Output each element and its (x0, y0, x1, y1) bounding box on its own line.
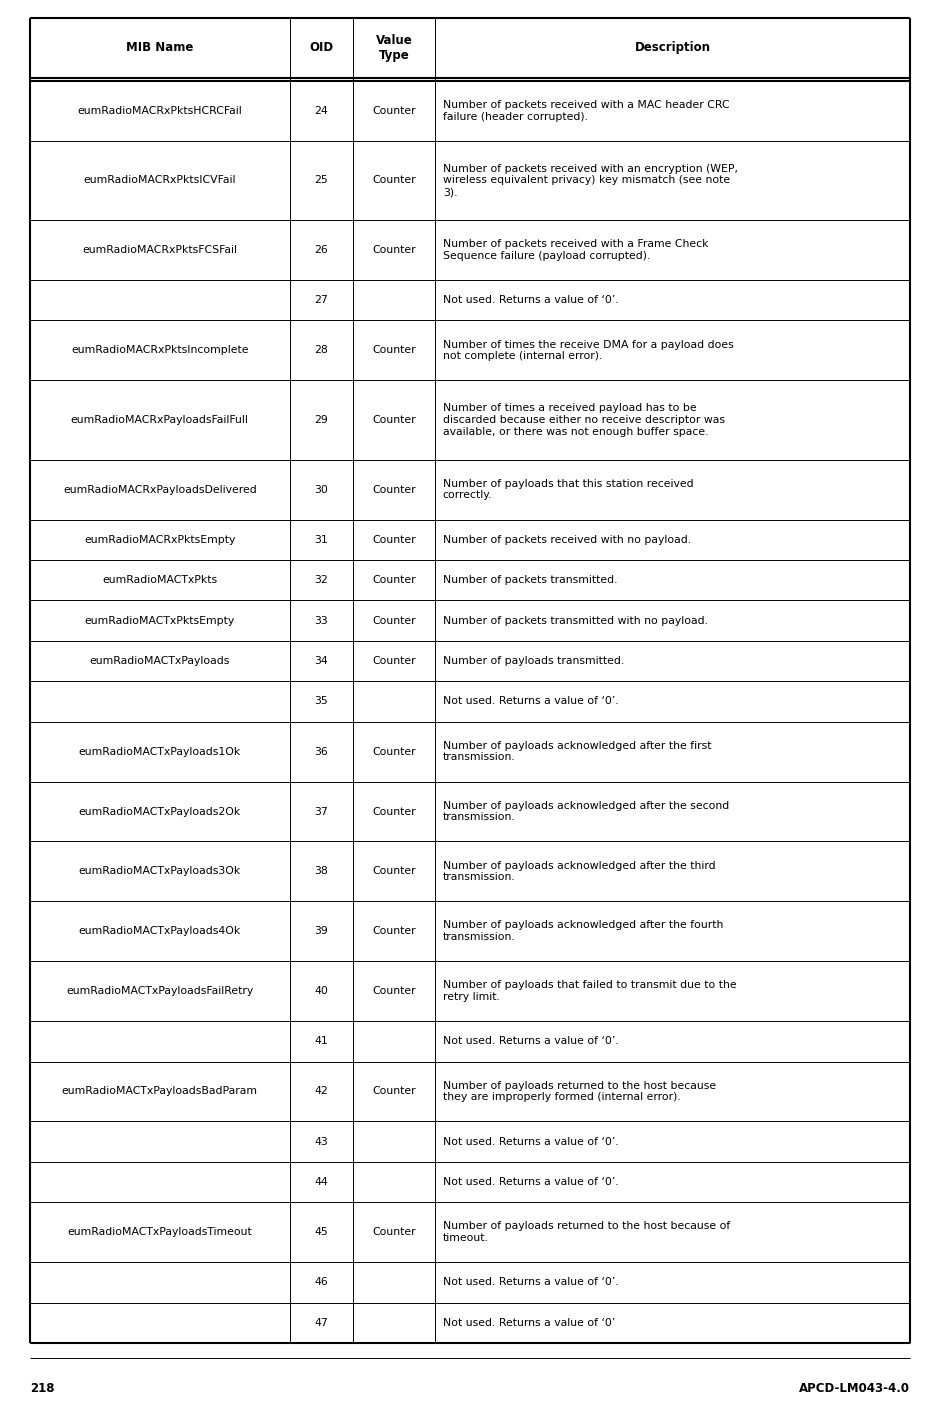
Text: Number of payloads acknowledged after the second
transmission.: Number of payloads acknowledged after th… (443, 801, 729, 822)
Text: 47: 47 (315, 1318, 328, 1328)
Text: MIB Name: MIB Name (126, 41, 193, 54)
Text: Not used. Returns a value of ‘0’.: Not used. Returns a value of ‘0’. (443, 1036, 619, 1046)
Text: eumRadioMACRxPktsFCSFail: eumRadioMACRxPktsFCSFail (83, 245, 238, 255)
Text: eumRadioMACTxPayloadsFailRetry: eumRadioMACTxPayloadsFailRetry (66, 986, 254, 996)
Text: Number of packets received with a MAC header CRC
failure (header corrupted).: Number of packets received with a MAC he… (443, 101, 730, 122)
Text: 46: 46 (315, 1277, 328, 1288)
Text: Counter: Counter (372, 927, 416, 937)
Text: 32: 32 (315, 575, 328, 585)
Text: Not used. Returns a value of ‘0’.: Not used. Returns a value of ‘0’. (443, 1136, 619, 1146)
Text: Counter: Counter (372, 485, 416, 495)
Text: Number of payloads transmitted.: Number of payloads transmitted. (443, 656, 624, 666)
Text: Number of payloads that failed to transmit due to the
retry limit.: Number of payloads that failed to transm… (443, 981, 736, 1002)
Text: Counter: Counter (372, 245, 416, 255)
Text: 44: 44 (315, 1178, 328, 1187)
Text: Counter: Counter (372, 1227, 416, 1237)
Text: 31: 31 (315, 534, 328, 544)
Text: Not used. Returns a value of ‘0’.: Not used. Returns a value of ‘0’. (443, 1277, 619, 1288)
Text: Counter: Counter (372, 986, 416, 996)
Text: 41: 41 (315, 1036, 328, 1046)
Text: eumRadioMACTxPayloadsBadParam: eumRadioMACTxPayloadsBadParam (62, 1087, 258, 1097)
Text: Number of payloads returned to the host because
they are improperly formed (inte: Number of payloads returned to the host … (443, 1081, 716, 1102)
Text: Number of packets transmitted with no payload.: Number of packets transmitted with no pa… (443, 615, 708, 626)
Text: 37: 37 (315, 806, 328, 816)
Text: Number of payloads acknowledged after the third
transmission.: Number of payloads acknowledged after th… (443, 860, 716, 883)
Text: Counter: Counter (372, 346, 416, 356)
Text: 27: 27 (315, 295, 328, 305)
Text: 28: 28 (315, 346, 328, 356)
Text: Counter: Counter (372, 534, 416, 544)
Text: 45: 45 (315, 1227, 328, 1237)
Text: eumRadioMACTxPayloads1Ok: eumRadioMACTxPayloads1Ok (79, 747, 241, 757)
Text: Counter: Counter (372, 806, 416, 816)
Text: eumRadioMACTxPayloads4Ok: eumRadioMACTxPayloads4Ok (79, 927, 241, 937)
Text: Number of payloads returned to the host because of
timeout.: Number of payloads returned to the host … (443, 1221, 730, 1243)
Text: Counter: Counter (372, 615, 416, 626)
Text: 40: 40 (315, 986, 329, 996)
Text: Number of packets transmitted.: Number of packets transmitted. (443, 575, 617, 585)
Text: 38: 38 (315, 866, 328, 876)
Text: Not used. Returns a value of ‘0’.: Not used. Returns a value of ‘0’. (443, 295, 619, 305)
Text: Counter: Counter (372, 176, 416, 186)
Text: 42: 42 (315, 1087, 328, 1097)
Text: eumRadioMACRxPktsIncomplete: eumRadioMACRxPktsIncomplete (71, 346, 249, 356)
Text: APCD-LM043-4.0: APCD-LM043-4.0 (799, 1382, 910, 1394)
Text: 33: 33 (315, 615, 328, 626)
Text: 218: 218 (30, 1382, 54, 1394)
Text: Not used. Returns a value of ‘0’.: Not used. Returns a value of ‘0’. (443, 697, 619, 707)
Text: Counter: Counter (372, 656, 416, 666)
Text: Number of packets received with an encryption (WEP,
wireless equivalent privacy): Number of packets received with an encry… (443, 164, 738, 197)
Text: Counter: Counter (372, 866, 416, 876)
Text: Value
Type: Value Type (376, 34, 412, 62)
Text: 35: 35 (315, 697, 328, 707)
Text: eumRadioMACRxPayloadsFailFull: eumRadioMACRxPayloadsFailFull (70, 415, 249, 425)
Text: 30: 30 (315, 485, 329, 495)
Text: 34: 34 (315, 656, 328, 666)
Text: 25: 25 (315, 176, 328, 186)
Text: Number of packets received with no payload.: Number of packets received with no paylo… (443, 534, 691, 544)
Text: 24: 24 (315, 106, 328, 116)
Text: eumRadioMACTxPayloadsTimeout: eumRadioMACTxPayloadsTimeout (68, 1227, 253, 1237)
Text: 39: 39 (315, 927, 328, 937)
Text: Counter: Counter (372, 747, 416, 757)
Text: eumRadioMACTxPktsEmpty: eumRadioMACTxPktsEmpty (85, 615, 235, 626)
Text: 36: 36 (315, 747, 328, 757)
Text: 43: 43 (315, 1136, 328, 1146)
Text: Description: Description (635, 41, 711, 54)
Text: 29: 29 (315, 415, 328, 425)
Text: eumRadioMACTxPayloads3Ok: eumRadioMACTxPayloads3Ok (79, 866, 241, 876)
Text: eumRadioMACRxPktsEmpty: eumRadioMACRxPktsEmpty (85, 534, 236, 544)
Text: Number of times the receive DMA for a payload does
not complete (internal error): Number of times the receive DMA for a pa… (443, 340, 733, 361)
Text: eumRadioMACRxPayloadsDelivered: eumRadioMACRxPayloadsDelivered (63, 485, 256, 495)
Text: Number of payloads acknowledged after the first
transmission.: Number of payloads acknowledged after th… (443, 741, 712, 762)
Text: Number of times a received payload has to be
discarded because either no receive: Number of times a received payload has t… (443, 404, 725, 436)
Text: Not used. Returns a value of ‘0’: Not used. Returns a value of ‘0’ (443, 1318, 615, 1328)
Text: Counter: Counter (372, 106, 416, 116)
Text: eumRadioMACTxPayloads2Ok: eumRadioMACTxPayloads2Ok (79, 806, 241, 816)
Text: Counter: Counter (372, 575, 416, 585)
Text: 26: 26 (315, 245, 328, 255)
Text: eumRadioMACRxPktsICVFail: eumRadioMACRxPktsICVFail (84, 176, 236, 186)
Text: Counter: Counter (372, 1087, 416, 1097)
Text: Number of payloads acknowledged after the fourth
transmission.: Number of payloads acknowledged after th… (443, 921, 723, 942)
Text: Number of packets received with a Frame Check
Sequence failure (payload corrupte: Number of packets received with a Frame … (443, 239, 708, 261)
Text: OID: OID (309, 41, 333, 54)
Text: Not used. Returns a value of ‘0’.: Not used. Returns a value of ‘0’. (443, 1178, 619, 1187)
Text: Counter: Counter (372, 415, 416, 425)
Text: eumRadioMACRxPktsHCRCFail: eumRadioMACRxPktsHCRCFail (77, 106, 242, 116)
Text: eumRadioMACTxPayloads: eumRadioMACTxPayloads (89, 656, 230, 666)
Text: Number of payloads that this station received
correctly.: Number of payloads that this station rec… (443, 479, 693, 500)
Text: eumRadioMACTxPkts: eumRadioMACTxPkts (102, 575, 217, 585)
